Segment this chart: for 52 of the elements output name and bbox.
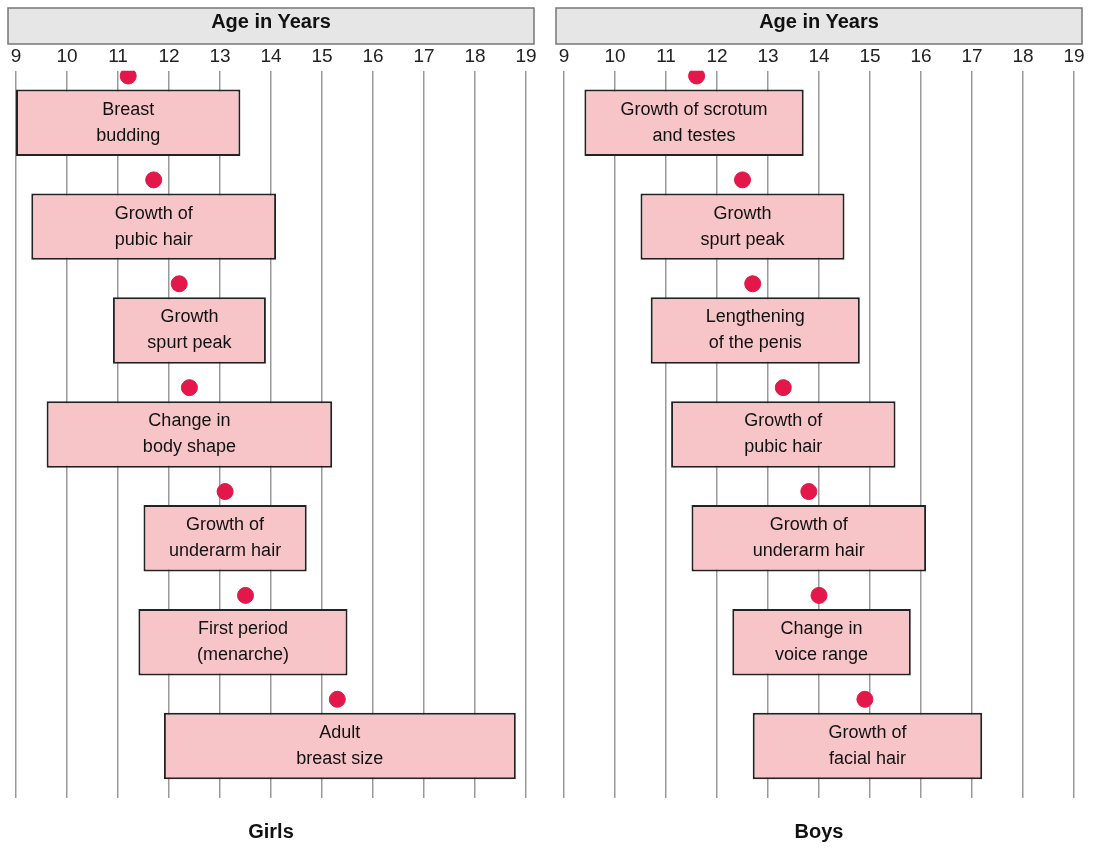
text: Boys [794, 819, 844, 842]
category-label: Growth spurt peak [700, 202, 785, 249]
category-label: Growth of facial hair [828, 722, 907, 769]
category-label: First period (menarche) [196, 618, 289, 665]
point [774, 379, 792, 397]
category-label: Breast budding [96, 98, 161, 145]
x-tick-label: 17 [413, 44, 435, 66]
category-label: Adult breast size [296, 722, 384, 769]
x-tick-label: 14 [808, 44, 830, 66]
point [800, 483, 818, 501]
point [145, 171, 163, 189]
category-label: Growth of pubic hair [744, 410, 823, 457]
x-tick-label: 18 [1012, 44, 1034, 66]
x-tick-label: 18 [464, 44, 486, 66]
point [180, 379, 198, 397]
point [237, 586, 254, 604]
x-tick-label: 15 [859, 44, 881, 66]
text: Girls [248, 819, 294, 842]
point [810, 586, 828, 604]
x-tick-label: 9 [10, 44, 22, 66]
category-label: Change in voice range [775, 618, 869, 665]
x-axis-title: Age in Years [211, 9, 331, 32]
category-label: Growth of underarm hair [752, 514, 865, 561]
x-tick-label: 10 [604, 44, 626, 66]
category-label: Growth of pubic hair [114, 202, 193, 249]
x-tick-label: 16 [910, 44, 932, 66]
x-tick-label: 19 [1063, 44, 1085, 66]
x-tick-label: 14 [260, 44, 282, 66]
x-tick-label: 11 [108, 44, 128, 66]
point [328, 690, 346, 708]
category-label: Growth spurt peak [147, 306, 232, 353]
x-tick-label: 17 [961, 44, 983, 66]
point [170, 275, 188, 293]
x-tick-label: 10 [56, 44, 78, 66]
point [734, 171, 751, 189]
category-label: Change in body shape [142, 410, 236, 457]
x-tick-label: 19 [515, 44, 537, 66]
category-label: Lengthening of the penis [705, 306, 805, 353]
x-tick-label: 12 [706, 44, 728, 66]
x-tick-label: 9 [558, 44, 570, 66]
x-tick-label: 11 [656, 44, 676, 66]
category-label: Growth of scrotum and testes [620, 98, 768, 145]
x-tick-label: 15 [311, 44, 333, 66]
point [856, 690, 874, 708]
x-tick-label: 13 [209, 44, 231, 66]
point [216, 483, 234, 501]
x-tick-label: 16 [362, 44, 384, 66]
x-axis-title: Age in Years [759, 9, 879, 32]
category-label: Growth of underarm hair [169, 514, 282, 561]
x-tick-label: 13 [757, 44, 779, 66]
x-tick-label: 12 [158, 44, 180, 66]
point [744, 275, 762, 293]
